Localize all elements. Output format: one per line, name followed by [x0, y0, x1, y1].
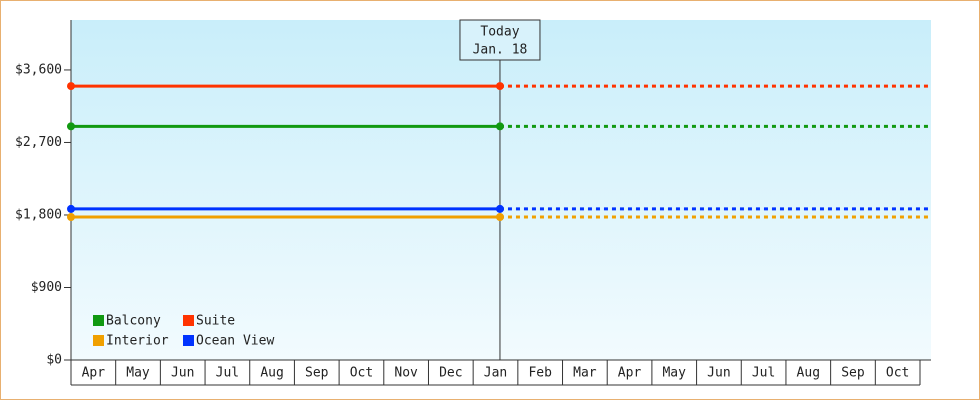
point [495, 204, 504, 213]
point [67, 82, 75, 91]
y-tick-label: $0 [46, 353, 62, 368]
legend-swatch [183, 315, 194, 326]
x-tick-label: Apr [618, 366, 642, 381]
x-tick-label: May [126, 366, 150, 381]
legend-swatch [183, 335, 194, 346]
today-title: Today [480, 25, 519, 40]
x-tick-label: Aug [260, 366, 283, 381]
x-tick-label: May [662, 366, 686, 381]
y-tick-label: $2,700 [15, 135, 62, 150]
y-tick-label: $900 [31, 280, 62, 295]
x-tick-label: Jan [484, 366, 507, 381]
point [495, 212, 504, 221]
legend-swatch [93, 315, 104, 326]
y-tick-label: $1,800 [15, 207, 62, 222]
x-tick-label: Feb [528, 366, 552, 381]
point [495, 82, 504, 91]
legend-label: Balcony [106, 314, 161, 329]
x-tick-label: Oct [886, 366, 909, 381]
x-tick-label: Jul [216, 366, 239, 381]
x-tick-label: Dec [439, 366, 462, 381]
x-tick-label: Jul [752, 366, 775, 381]
x-tick-label: Oct [350, 366, 373, 381]
point [67, 212, 75, 221]
y-tick-label: $3,600 [15, 62, 62, 77]
legend-swatch [93, 335, 104, 346]
legend-label: Suite [196, 314, 235, 329]
x-tick-label: Jun [171, 366, 194, 381]
x-tick-label: Sep [305, 366, 329, 381]
x-tick-label: Apr [82, 366, 106, 381]
point [495, 122, 504, 131]
x-tick-label: Jun [707, 366, 730, 381]
x-tick-label: Mar [573, 366, 597, 381]
point [67, 122, 75, 131]
today-box [459, 19, 541, 61]
x-tick-label: Sep [841, 366, 865, 381]
x-tick-label: Nov [394, 366, 418, 381]
plot-area [71, 20, 931, 360]
x-tick-label: Aug [797, 366, 820, 381]
point [67, 204, 75, 213]
today-date: Jan. 18 [473, 43, 528, 58]
legend-label: Interior [106, 334, 169, 349]
legend-label: Ocean View [196, 334, 274, 349]
